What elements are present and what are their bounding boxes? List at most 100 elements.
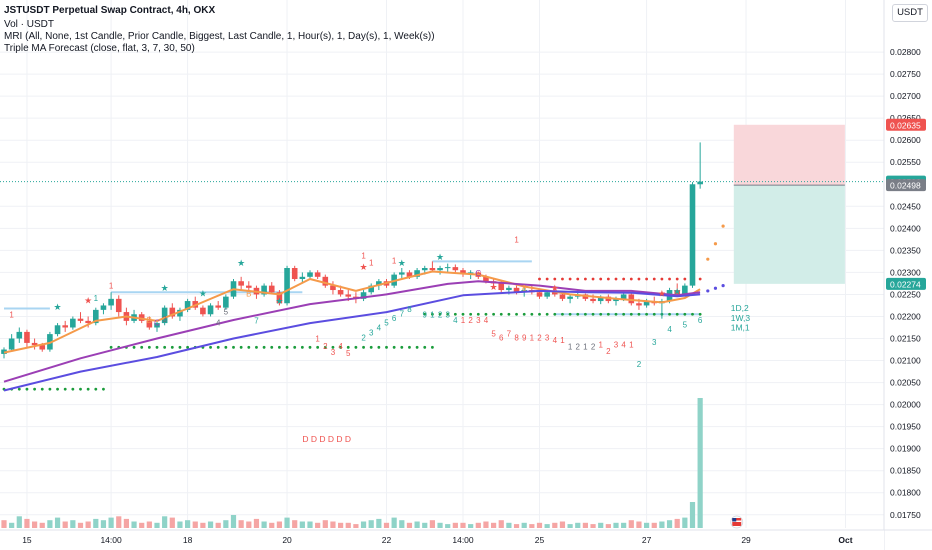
- candle-body: [452, 267, 459, 271]
- sequence-label: 3: [476, 316, 481, 325]
- volume-bar: [276, 521, 282, 528]
- annotation-label: D D D D D D: [302, 434, 351, 444]
- level-dot: [232, 345, 235, 349]
- candle: [31, 338, 38, 350]
- level-dot: [186, 345, 190, 349]
- level-dot: [270, 345, 274, 349]
- candle-body: [85, 320, 91, 324]
- star-icon: ★: [237, 259, 245, 269]
- triple-ma-indicator-legend[interactable]: Triple MA Forecast (close, flat, 3, 7, 3…: [4, 43, 195, 54]
- sequence-label: 4: [377, 324, 382, 333]
- sequence-label: 7: [254, 317, 259, 326]
- sequence-label: C: [475, 269, 481, 278]
- volume-bar: [139, 522, 145, 528]
- level-dot: [683, 277, 687, 281]
- volume-legend[interactable]: Vol · USDT: [4, 19, 55, 30]
- volume-bar: [422, 522, 428, 528]
- level-dot: [484, 312, 488, 316]
- candle: [276, 290, 283, 306]
- level-dot: [247, 345, 251, 349]
- price-tag-bg: [886, 118, 926, 131]
- candle-body: [307, 272, 313, 277]
- candle-body: [138, 314, 145, 321]
- star-icon: ★: [275, 297, 283, 307]
- candle-body: [536, 292, 543, 297]
- level-dot: [492, 312, 495, 316]
- candle: [460, 268, 466, 277]
- candle: [444, 263, 451, 273]
- level-dot: [568, 312, 572, 316]
- star-icon: ★: [673, 287, 681, 297]
- level-dot: [645, 277, 648, 281]
- candle-body: [115, 298, 122, 313]
- candle: [314, 270, 321, 280]
- candle-body: [184, 301, 191, 310]
- level-dot: [675, 277, 679, 281]
- level-dot: [606, 277, 610, 281]
- candle: [200, 305, 206, 317]
- level-dot: [668, 312, 671, 316]
- sequence-label: 1: [560, 336, 565, 345]
- price-tick-label: 0.01850: [890, 466, 921, 476]
- volume-bar: [666, 520, 673, 528]
- candle-body: [643, 301, 650, 306]
- level-dot: [507, 312, 511, 316]
- price-tick-label: 0.02350: [890, 245, 921, 255]
- candle: [192, 296, 199, 310]
- volume-bar: [345, 522, 351, 528]
- mri-indicator-legend[interactable]: MRI (All, None, 1st Candle, Prior Candle…: [4, 31, 435, 42]
- price-axis: [884, 0, 932, 550]
- signal-stars: ★ ★ ★ ★ ★ ★ ★ ★ ★ ★ ★ ★ ★: [54, 253, 682, 313]
- candle-body: [200, 307, 206, 315]
- candle-body: [467, 272, 474, 274]
- candle-body: [54, 325, 61, 335]
- volume-bar: [47, 520, 53, 528]
- candle-body: [513, 287, 520, 293]
- level-dot: [316, 345, 320, 349]
- sequence-label: 1: [514, 235, 519, 244]
- candle-body: [483, 276, 489, 282]
- currency-button[interactable]: USDT: [892, 4, 928, 22]
- candle: [330, 281, 336, 295]
- level-dot: [147, 345, 151, 349]
- level-dot: [354, 345, 358, 349]
- candle: [628, 292, 635, 306]
- level-dot: [377, 345, 381, 349]
- level-dot: [515, 312, 518, 316]
- forecast-dots: [706, 284, 725, 293]
- price-tick-label: 0.02100: [890, 356, 921, 366]
- sequence-label: C: [154, 318, 160, 327]
- volume-bar: [521, 522, 527, 528]
- volume-bar: [644, 522, 650, 528]
- volume-bar: [414, 521, 420, 528]
- candle-body: [620, 294, 627, 299]
- level-dot: [614, 312, 618, 316]
- volume-bar: [452, 522, 458, 528]
- volume-bar: [552, 522, 558, 528]
- level-dot: [668, 277, 671, 281]
- chart-title: JSTUSDT Perpetual Swap Contract, 4h, OKX: [4, 5, 216, 16]
- level-dot: [392, 345, 396, 349]
- volume-bar: [169, 517, 175, 528]
- price-tick-label: 0.02550: [890, 157, 921, 167]
- time-tick-label: 14:00: [452, 535, 474, 545]
- sequence-label: 2: [438, 310, 443, 319]
- level-dot: [423, 312, 427, 316]
- level-dot: [469, 312, 473, 316]
- level-dot: [599, 312, 603, 316]
- volume-bar: [269, 522, 275, 528]
- sequence-label: 3: [331, 348, 336, 357]
- sequence-label: 2: [361, 334, 366, 343]
- sequence-label: 2: [576, 343, 581, 352]
- candle: [414, 268, 420, 280]
- level-dot: [438, 312, 442, 316]
- candle: [223, 294, 229, 310]
- star-icon: ★: [54, 303, 62, 313]
- price-tick-label: 0.02050: [890, 378, 921, 388]
- candle: [567, 294, 573, 304]
- candle: [24, 329, 30, 348]
- sequence-label: 5: [491, 329, 496, 338]
- candle-body: [399, 272, 405, 275]
- candle-body: [552, 292, 558, 295]
